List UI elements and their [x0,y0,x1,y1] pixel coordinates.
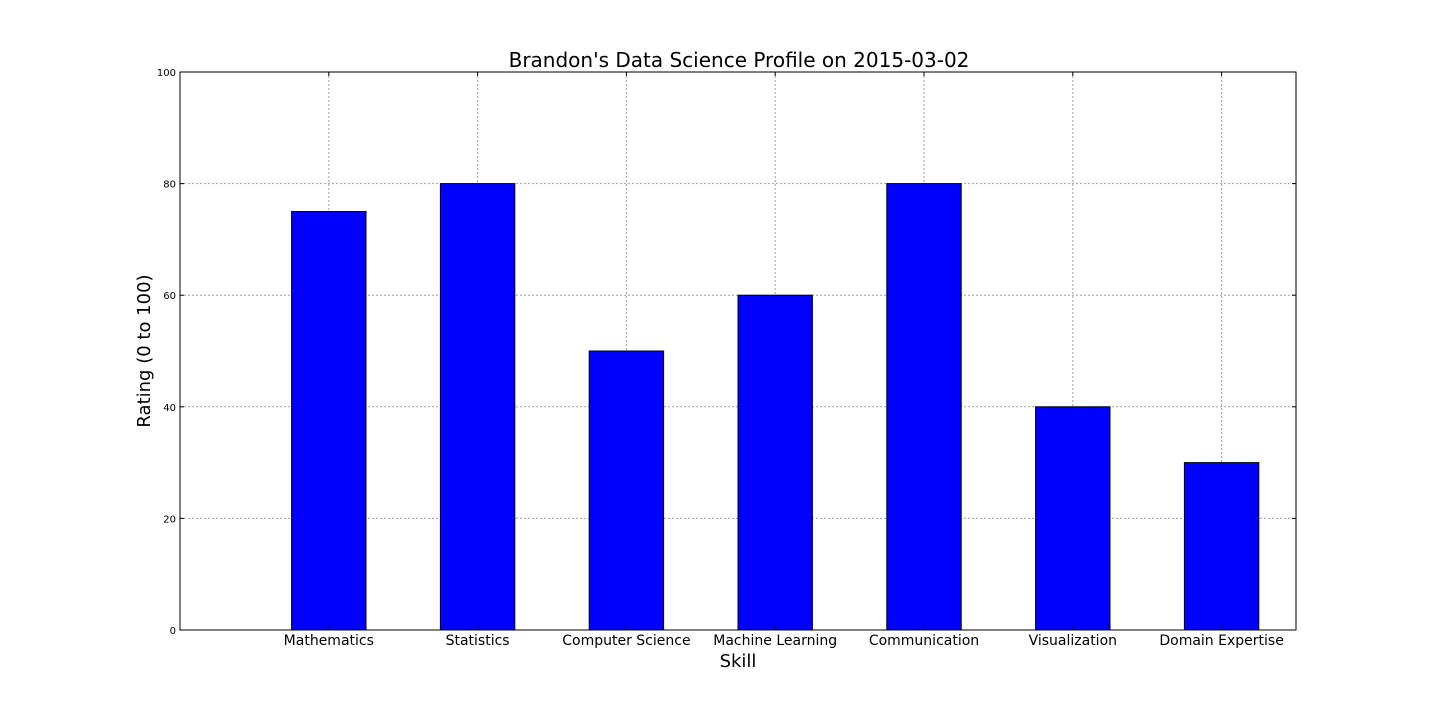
x-tick-label: Computer Science [562,633,690,649]
x-tick-label: Machine Learning [713,633,837,649]
y-tick-label: 20 [163,514,176,525]
x-axis-label: Skill [720,651,757,672]
y-tick-label: 80 [163,180,176,191]
plot-frame [179,71,1297,631]
y-axis-label: Rating (0 to 100) [134,274,155,427]
bar-machine-learning [737,294,813,631]
chart-title: Brandon's Data Science Profile on 2015-0… [509,48,970,72]
axis-ticks [180,71,1296,631]
bar-domain-expertise [1183,462,1260,631]
x-tick-label: Communication [869,633,979,649]
bar-visualization [1035,406,1111,631]
bars [291,183,1260,631]
tick-labels: 0 20 40 60 80 100 Mathematics Statistics Compute… [157,68,1284,649]
x-tick-label: Mathematics [284,633,374,649]
x-tick-label: Statistics [446,633,510,649]
y-tick-label: 100 [157,68,176,79]
bar-statistics [439,183,516,631]
bar-communication [886,183,962,631]
x-tick-label: Visualization [1029,633,1117,649]
y-tick-label: 0 [170,626,176,637]
x-tick-label: Domain Expertise [1159,633,1283,649]
bar-computer-science [588,350,665,631]
y-tick-label: 40 [163,403,176,414]
y-tick-label: 60 [163,291,176,302]
bar-mathematics [291,211,367,631]
